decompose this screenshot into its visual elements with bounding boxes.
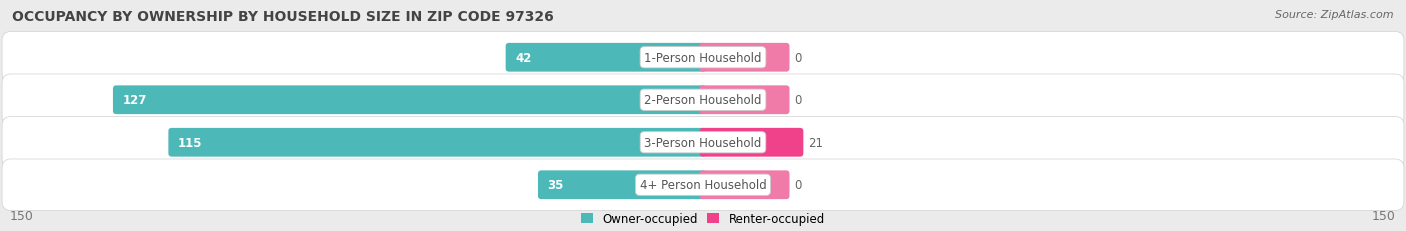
FancyBboxPatch shape: [112, 86, 706, 115]
Legend: Owner-occupied, Renter-occupied: Owner-occupied, Renter-occupied: [581, 212, 825, 225]
FancyBboxPatch shape: [1, 117, 1405, 168]
FancyBboxPatch shape: [700, 44, 790, 72]
Text: 127: 127: [122, 94, 146, 107]
FancyBboxPatch shape: [169, 128, 706, 157]
Text: 42: 42: [515, 52, 531, 64]
Text: 3-Person Household: 3-Person Household: [644, 136, 762, 149]
Text: 0: 0: [794, 94, 801, 107]
Text: 1-Person Household: 1-Person Household: [644, 52, 762, 64]
FancyBboxPatch shape: [700, 171, 790, 199]
FancyBboxPatch shape: [1, 159, 1405, 211]
FancyBboxPatch shape: [1, 75, 1405, 126]
FancyBboxPatch shape: [538, 171, 706, 199]
Text: 115: 115: [177, 136, 202, 149]
Text: Source: ZipAtlas.com: Source: ZipAtlas.com: [1275, 10, 1393, 20]
Text: 0: 0: [794, 179, 801, 191]
FancyBboxPatch shape: [506, 44, 706, 72]
Text: 150: 150: [1372, 209, 1396, 222]
Text: 150: 150: [10, 209, 34, 222]
Text: 21: 21: [808, 136, 823, 149]
Text: 4+ Person Household: 4+ Person Household: [640, 179, 766, 191]
Text: 2-Person Household: 2-Person Household: [644, 94, 762, 107]
FancyBboxPatch shape: [700, 86, 790, 115]
Text: 0: 0: [794, 52, 801, 64]
Text: 35: 35: [547, 179, 564, 191]
FancyBboxPatch shape: [700, 128, 803, 157]
Text: OCCUPANCY BY OWNERSHIP BY HOUSEHOLD SIZE IN ZIP CODE 97326: OCCUPANCY BY OWNERSHIP BY HOUSEHOLD SIZE…: [13, 10, 554, 24]
FancyBboxPatch shape: [1, 32, 1405, 84]
